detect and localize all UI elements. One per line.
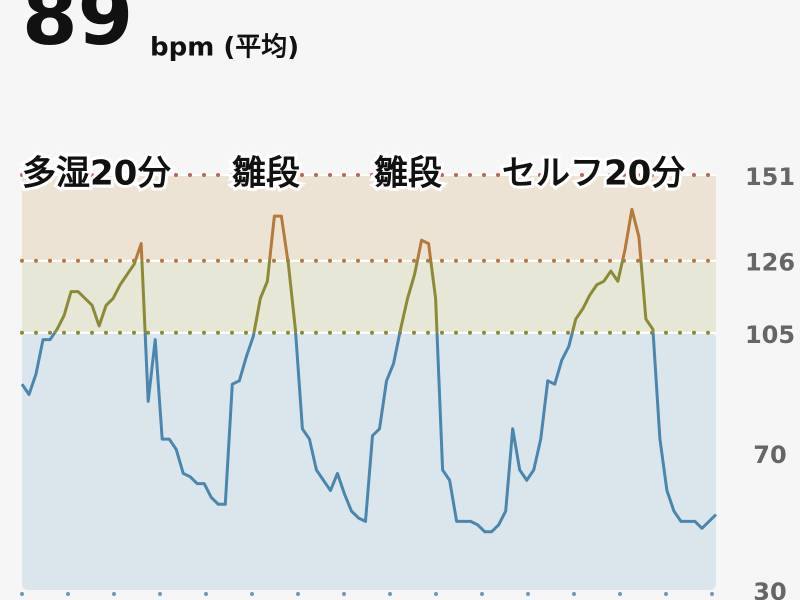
heart-rate-line (20, 207, 718, 534)
zone-band (22, 175, 716, 261)
y-tick-label: 30 (753, 578, 786, 600)
annotation: 雛段 (232, 154, 300, 194)
annotation: セルフ20分 (502, 154, 685, 194)
zone-band (22, 260, 716, 333)
annotation: 多湿20分 (22, 154, 171, 194)
y-tick-label: 151 (745, 163, 795, 191)
annotation: 雛段 (374, 154, 442, 194)
average-value: 89 (22, 0, 133, 63)
y-tick-label: 105 (745, 321, 795, 349)
unit-label: bpm (平均) (150, 33, 299, 63)
y-tick-label: 70 (753, 441, 786, 469)
y-tick-label: 126 (745, 249, 795, 277)
